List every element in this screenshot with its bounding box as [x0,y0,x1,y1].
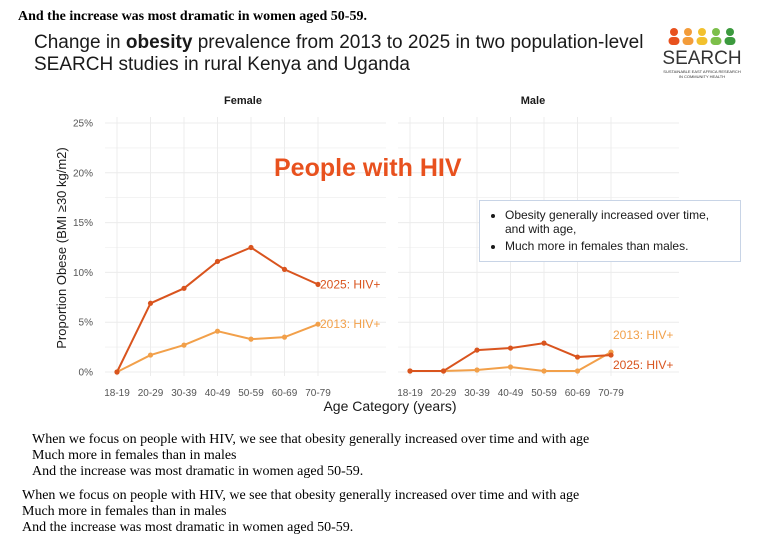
data-point [315,321,321,327]
y-tick-label: 0% [79,368,94,379]
x-axis-label: Age Category (years) [323,398,456,414]
logo-person-body [696,37,708,45]
data-point [248,336,254,342]
hiv-banner: People with HIV [274,154,462,182]
logo-text: SEARCH [662,48,741,69]
data-point [474,347,480,353]
series-label: 2025: HIV+ [613,358,673,372]
data-point [507,364,514,370]
notes-line: When we focus on people with HIV, we see… [22,488,580,503]
x-tick-label: 30-39 [171,388,197,399]
data-point [147,352,154,358]
x-tick-label: 70-79 [598,388,624,399]
y-tick-label: 15% [73,218,93,229]
x-tick-label: 60-69 [565,388,591,399]
x-tick-label: 18-19 [104,388,130,399]
series-label: 2013: HIV+ [320,317,380,331]
x-tick-label: 70-79 [305,388,331,399]
data-point [474,367,480,373]
y-tick-label: 10% [73,268,93,279]
notes-line: Much more in females than in males [32,448,237,463]
notes-line: Much more in females than in males [22,504,227,519]
data-point [147,300,154,306]
series-label: 2025: HIV+ [320,277,380,291]
data-point [214,258,221,265]
logo-subtitle-2: IN COMMUNITY HEALTH [679,74,725,79]
data-point [214,328,221,334]
logo-subtitle-1: SUSTAINABLE EAST AFRICA RESEARCH [663,69,741,74]
logo-person-body [668,37,680,45]
x-tick-label: 40-49 [498,388,524,399]
logo-person-body [724,37,736,45]
panel-female: Female 0% 5% 10% 15% 20% 25% 18-19 20-29 30-39 40-… [73,95,386,399]
logo-person-head [698,28,706,36]
logo-person-head [684,28,692,36]
panel-title: Female [224,95,262,107]
data-point [315,281,321,287]
y-axis-label: Proportion Obese (BMI ≥30 kg/m2) [54,147,69,349]
data-point [181,285,187,291]
x-tick-label: 50-59 [531,388,557,399]
top-note: And the increase was most dramatic in wo… [18,9,367,24]
notes-paragraph-1: When we focus on people with HIV, we see… [32,432,589,480]
title-bold: obesity [125,32,193,53]
obesity-chart: Proportion Obese (BMI ≥30 kg/m2) Age Cat… [54,95,679,414]
logo-person-body [710,37,722,45]
x-tick-label: 18-19 [397,388,423,399]
data-point [248,244,254,251]
data-point [608,352,614,358]
title-suffix: prevalence from 2013 to 2025 in two popu… [34,32,644,75]
y-tick-label: 5% [79,318,94,329]
series-label: 2013: HIV+ [613,328,673,342]
data-point [181,342,187,348]
callout-box: Obesity generally increased over time, a… [479,200,741,262]
data-point [407,368,413,374]
data-point [440,368,447,374]
x-tick-label: 20-29 [431,388,457,399]
data-point [574,368,581,374]
title-prefix: Change in [34,32,126,53]
panel-male: Male 18-19 20-29 30-39 40-49 50-59 60-69 70-79 2… [397,95,679,399]
x-tick-label: 50-59 [238,388,264,399]
y-tick-label: 25% [73,119,93,130]
y-tick-label: 20% [73,168,93,179]
data-point [507,345,514,351]
x-tick-label: 20-29 [138,388,164,399]
logo-person-body [682,37,694,45]
notes-paragraph-2: When we focus on people with HIV, we see… [22,488,579,536]
data-point [541,368,547,374]
callout-bullet: Much more in females than males. [505,239,732,253]
search-logo: SEARCH SUSTAINABLE EAST AFRICA RESEARCH … [662,28,742,79]
panel-title: Male [521,95,545,107]
data-point [281,334,288,340]
logo-person-head [726,28,734,36]
data-point [114,369,120,375]
data-point [541,340,547,346]
x-tick-label: 60-69 [272,388,298,399]
x-tick-label: 30-39 [464,388,490,399]
notes-line: And the increase was most dramatic in wo… [32,464,364,479]
logo-person-head [712,28,720,36]
data-point [281,266,288,273]
notes-line: And the increase was most dramatic in wo… [22,520,354,535]
notes-line: When we focus on people with HIV, we see… [32,432,590,447]
logo-person-head [670,28,678,36]
slide-title: Change in obesity prevalence from 2013 t… [34,32,654,76]
data-point [574,354,581,360]
callout-bullet: Obesity generally increased over time, a… [505,208,732,236]
x-tick-label: 40-49 [205,388,231,399]
